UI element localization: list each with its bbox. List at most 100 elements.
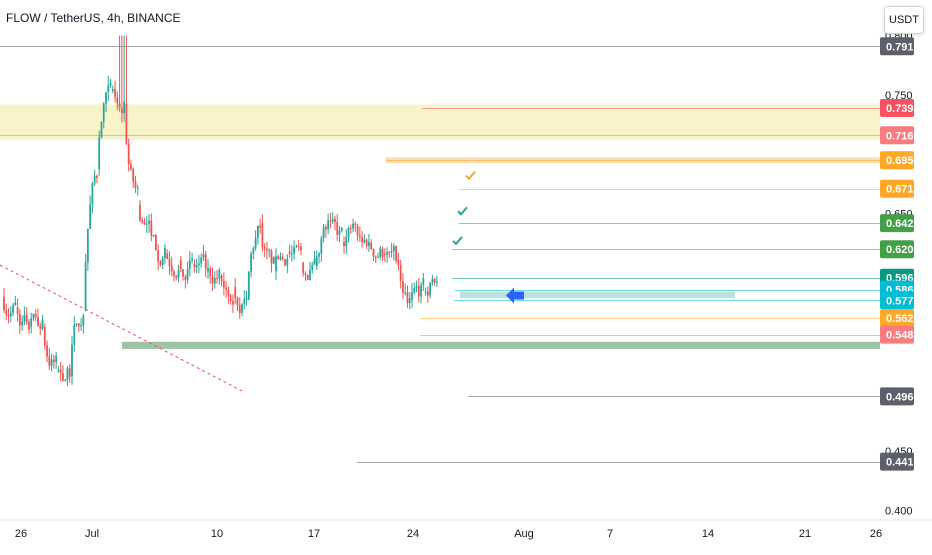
candle-body [7,315,10,317]
candle-body [130,164,132,169]
candle-body [179,259,182,270]
price-badge-label: 0.739 [886,103,914,115]
candle-body [21,321,24,326]
candle-body [186,268,189,280]
candle-body [297,245,300,247]
candle-body [62,373,64,381]
check-icon [452,236,463,246]
blue-arrow-icon [506,287,524,304]
candle-body [304,273,307,275]
candle-body [327,220,330,230]
y-tick-label: 0.400 [885,505,913,517]
candle-body [309,269,311,281]
candle-body [426,291,429,296]
candle-body [195,265,198,268]
candle-body [84,262,87,311]
check-icon [457,206,468,216]
price-badge-label: 0.791 [886,41,914,53]
candle-body [300,246,302,251]
candle-body [270,250,273,264]
candle-body [436,282,438,284]
candle-body [55,355,58,363]
candle-body [198,263,200,266]
candle-body [148,220,150,224]
candle-body [177,269,180,278]
candle-body [424,291,427,293]
candle-body [204,254,207,269]
price-badge [880,452,914,471]
candle-body [281,257,284,260]
candle-body [365,239,368,246]
candle-body [105,92,107,104]
candle-body [288,251,291,255]
x-tick-label: 26 [870,528,882,540]
candle-body [193,264,196,268]
currency-button[interactable]: USDT [884,6,924,34]
price-badge-label: 0.441 [886,457,914,469]
candle-body [338,230,341,235]
candle-body [39,326,42,329]
candle-body [25,315,28,322]
candle-body [261,223,264,247]
candle-body [202,254,205,258]
candle-body [388,251,391,253]
candle-body [402,281,404,293]
price-badge [880,99,914,117]
candle-body [34,313,37,318]
candle-body [64,380,67,382]
price-badge-label: 0.716 [886,130,914,142]
candle-body [168,258,171,266]
candle-body [166,253,169,259]
candle-body [164,247,166,259]
candle-body [222,280,225,288]
candle-body [209,268,212,277]
y-tick-label: 0.750 [885,90,913,102]
price-badge-label: 0.496 [886,391,914,403]
price-badge-label: 0.671 [886,184,914,196]
candle-body [311,264,314,270]
candle-body [59,369,62,374]
candle-body [132,168,135,182]
candle-body [191,258,194,261]
candle-body [331,218,334,222]
candle-body [234,287,237,298]
support-zone [122,341,880,349]
candle-body [406,292,409,303]
x-tick-label: 7 [607,528,613,540]
candle-body [277,256,280,260]
price-badge [880,387,914,406]
candle-body [46,345,48,357]
current-price-zone [460,291,735,299]
candle-body [293,247,296,254]
candle-body [324,226,327,230]
candle-body [107,85,110,93]
price-badge-label: 0.548 [886,330,914,342]
candle-body [30,318,33,327]
candle-body [127,143,130,165]
candle-body [96,176,98,178]
trend-line [0,264,245,393]
x-tick-label: 21 [799,528,811,540]
candle-body [12,305,14,313]
price-badge-label: 0.620 [886,244,914,256]
candle-body [43,327,46,346]
candle-body [417,286,420,297]
candle-body [227,289,230,296]
price-badge [880,37,914,56]
candle-body [14,302,17,306]
candle-body [52,359,55,363]
x-tick-label: 17 [308,528,320,540]
candle-body [9,312,12,317]
candle-body [23,315,26,322]
candle-body [343,241,345,247]
candle-body [279,257,282,260]
candle-body [48,356,51,366]
candle-body [243,299,246,305]
price-badge-label: 0.695 [886,155,914,167]
candle-body [431,278,434,283]
candle-body [433,278,436,283]
candle-body [157,250,160,262]
candle-body [175,275,178,278]
